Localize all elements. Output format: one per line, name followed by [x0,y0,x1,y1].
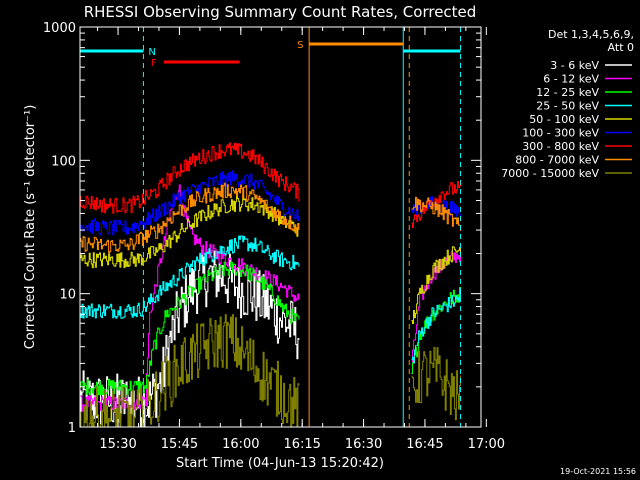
x-tick-label: 16:45 [406,437,443,452]
series-3-6-kev [80,249,300,428]
legend-entry-25-50-kev: 25 - 50 keV [536,100,632,113]
series-50-100-kev [80,195,461,324]
night-label: N [148,47,155,58]
legend-entry-300-800-kev: 300 - 800 keV [522,140,632,153]
legend-label: 50 - 100 keV [529,113,599,126]
x-tick-label: 16:15 [283,437,320,452]
y-tick-label: 1000 [43,21,76,36]
series-line-7000-15000-kev-2 [411,346,461,421]
x-tick-label: 15:45 [161,437,198,452]
series-line-25-50-kev-1 [80,235,300,319]
flare-marker: F [151,58,240,69]
series-line-50-100-kev-2 [411,246,461,324]
plot-frame [79,26,482,428]
series-line-12-25-kev-1 [80,261,300,396]
legend-label: 300 - 800 keV [522,140,599,153]
legend-entry-100-300-kev: 100 - 300 keV [522,127,632,140]
legend-entry-7000-15000-kev: 7000 - 15000 keV [501,167,632,180]
y-tick-label: 1 [68,421,76,436]
legend-label: 25 - 50 keV [536,100,599,113]
legend-label: 100 - 300 keV [522,127,599,140]
series-line-50-100-kev-1 [80,195,300,269]
series-line-800-7000-kev-1 [80,182,300,254]
legend-label: 6 - 12 keV [543,73,599,86]
saa-label: S [297,40,303,51]
x-tick-label: 16:30 [345,437,382,452]
legend-entry-800-7000-kev: 800 - 7000 keV [515,154,632,167]
x-tick-label: 16:00 [222,437,259,452]
series-7000-15000-kev [80,314,461,428]
series-800-7000-kev [80,182,461,254]
x-tick-label: 17:00 [468,437,505,452]
saa-marker: S [297,27,410,427]
x-tick-label: 15:30 [99,437,136,452]
series-line-300-800-kev-1 [80,142,300,214]
legend-label: 7000 - 15000 keV [501,167,599,180]
x-axis-label: Start Time (04-Jun-13 15:20:42) [176,456,384,471]
series-line-3-6-kev-1 [80,249,300,428]
series-line-6-12-kev-1 [80,184,300,412]
legend-header-line-1: Det 1,3,4,5,6,9, [548,28,634,41]
flare-label: F [151,58,157,69]
axis-layer: 15:30 15:45 16:00 16:15 16:30 16:45 17:00 1 10 10… [43,21,505,452]
legend-entry-12-25-kev: 12 - 25 keV [536,86,632,99]
y-tick-label: 10 [59,288,76,303]
series-line-800-7000-kev-2 [411,196,461,231]
legend-entry-3-6-kev: 3 - 6 keV [550,59,632,72]
y-tick-label: 100 [51,154,76,169]
data-layer [80,142,461,428]
y-axis-label: Corrected Count Rate (s⁻¹ detector⁻¹) [23,105,38,350]
legend-label: 3 - 6 keV [550,59,599,72]
series-line-25-50-kev-2 [411,291,461,364]
legend-label: 12 - 25 keV [536,86,599,99]
legend-entry-6-12-kev: 6 - 12 keV [543,73,632,86]
series-line-100-300-kev-1 [80,170,300,236]
series-25-50-kev [80,235,461,364]
night-segment-2 [402,27,462,427]
series-line-7000-15000-kev-1 [80,314,300,428]
legend-header-line-2: Att 0 [608,41,634,54]
footer-timestamp: 19-Oct-2021 15:56 [560,467,636,476]
legend-label: 800 - 7000 keV [515,154,599,167]
chart-title: RHESSI Observing Summary Count Rates, Co… [84,3,477,21]
legend-entry-50-100-kev: 50 - 100 keV [529,113,632,126]
